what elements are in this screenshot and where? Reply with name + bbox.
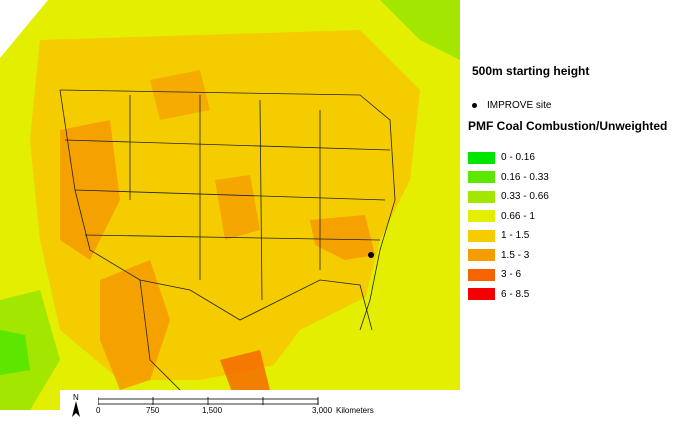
north-arrow-icon: N bbox=[68, 392, 84, 418]
legend-swatch bbox=[468, 210, 495, 223]
legend-swatch bbox=[468, 268, 495, 281]
legend-class-row: 1.5 - 3 bbox=[468, 246, 549, 266]
mexico-coast bbox=[139, 279, 191, 401]
legend-class-label: 0.66 - 1 bbox=[501, 210, 535, 222]
scale-bar: 0 750 1,500 3,000 Kilometers bbox=[84, 395, 414, 423]
scale-tick-750: 750 bbox=[146, 406, 160, 415]
legend-title: PMF Coal Combustion/Unweighted bbox=[468, 119, 668, 133]
legend-class-row: 0.66 - 1 bbox=[468, 207, 549, 227]
legend-class-label: 1.5 - 3 bbox=[501, 249, 530, 261]
legend-swatch bbox=[468, 190, 495, 203]
legend-class-label: 0.16 - 0.33 bbox=[501, 171, 549, 183]
us-south-outline bbox=[59, 89, 373, 331]
site-dot-icon bbox=[472, 103, 477, 108]
legend-class-row: 1 - 1.5 bbox=[468, 226, 549, 246]
scale-tick-1500: 1,500 bbox=[202, 406, 223, 415]
field-hot-mexico bbox=[100, 260, 170, 390]
legend-class-label: 6 - 8.5 bbox=[501, 288, 530, 300]
legend-swatch bbox=[468, 229, 495, 242]
boundaries bbox=[59, 89, 396, 401]
scale-unit: Kilometers bbox=[336, 406, 374, 415]
legend-class-label: 0 - 0.16 bbox=[501, 152, 535, 164]
field-hot-plains bbox=[215, 175, 260, 240]
legend-swatch bbox=[468, 171, 495, 184]
legend-classes: 0 - 0.16 0.16 - 0.33 0.33 - 0.66 0.66 - 1 1 … bbox=[468, 148, 549, 304]
legend-class-row: 0 - 0.16 bbox=[468, 148, 549, 168]
legend-swatch bbox=[468, 151, 495, 164]
field-hot-southeast bbox=[310, 215, 375, 260]
field-gulf bbox=[240, 280, 460, 410]
scale-backdrop bbox=[60, 390, 460, 427]
legend-class-row: 3 - 6 bbox=[468, 265, 549, 285]
legend-class-row: 6 - 8.5 bbox=[468, 285, 549, 305]
legend-class-label: 3 - 6 bbox=[501, 269, 522, 281]
improve-site-marker[interactable] bbox=[368, 252, 374, 258]
us-outline bbox=[59, 89, 396, 331]
field-hot-west bbox=[60, 120, 120, 260]
field-hot-north bbox=[150, 70, 210, 120]
field-north-east bbox=[380, 0, 460, 60]
legend-class-label: 1 - 1.5 bbox=[501, 230, 530, 242]
legend-class-row: 0.16 - 0.33 bbox=[468, 168, 549, 188]
field-layers bbox=[0, 0, 460, 410]
legend-swatch bbox=[468, 249, 495, 262]
state-lines-horizontal bbox=[64, 139, 391, 241]
legend-panel: 500m starting height IMPROVE site PMF Co… bbox=[460, 0, 677, 427]
svg-text:N: N bbox=[73, 393, 79, 402]
state-lines-vertical bbox=[129, 95, 321, 301]
scale-tick-3000: 3,000 bbox=[312, 406, 333, 415]
site-legend-row: IMPROVE site bbox=[472, 100, 551, 111]
field-pacific bbox=[0, 290, 60, 410]
legend-class-label: 0.33 - 0.66 bbox=[501, 191, 549, 203]
field-pacific-low bbox=[0, 330, 30, 375]
field-hot-south bbox=[220, 350, 270, 400]
legend-swatch bbox=[468, 288, 495, 301]
scale-tick-0: 0 bbox=[96, 406, 101, 415]
starting-height-label: 500m starting height bbox=[472, 64, 590, 78]
legend-class-row: 0.33 - 0.66 bbox=[468, 187, 549, 207]
site-legend-label: IMPROVE site bbox=[487, 100, 552, 111]
